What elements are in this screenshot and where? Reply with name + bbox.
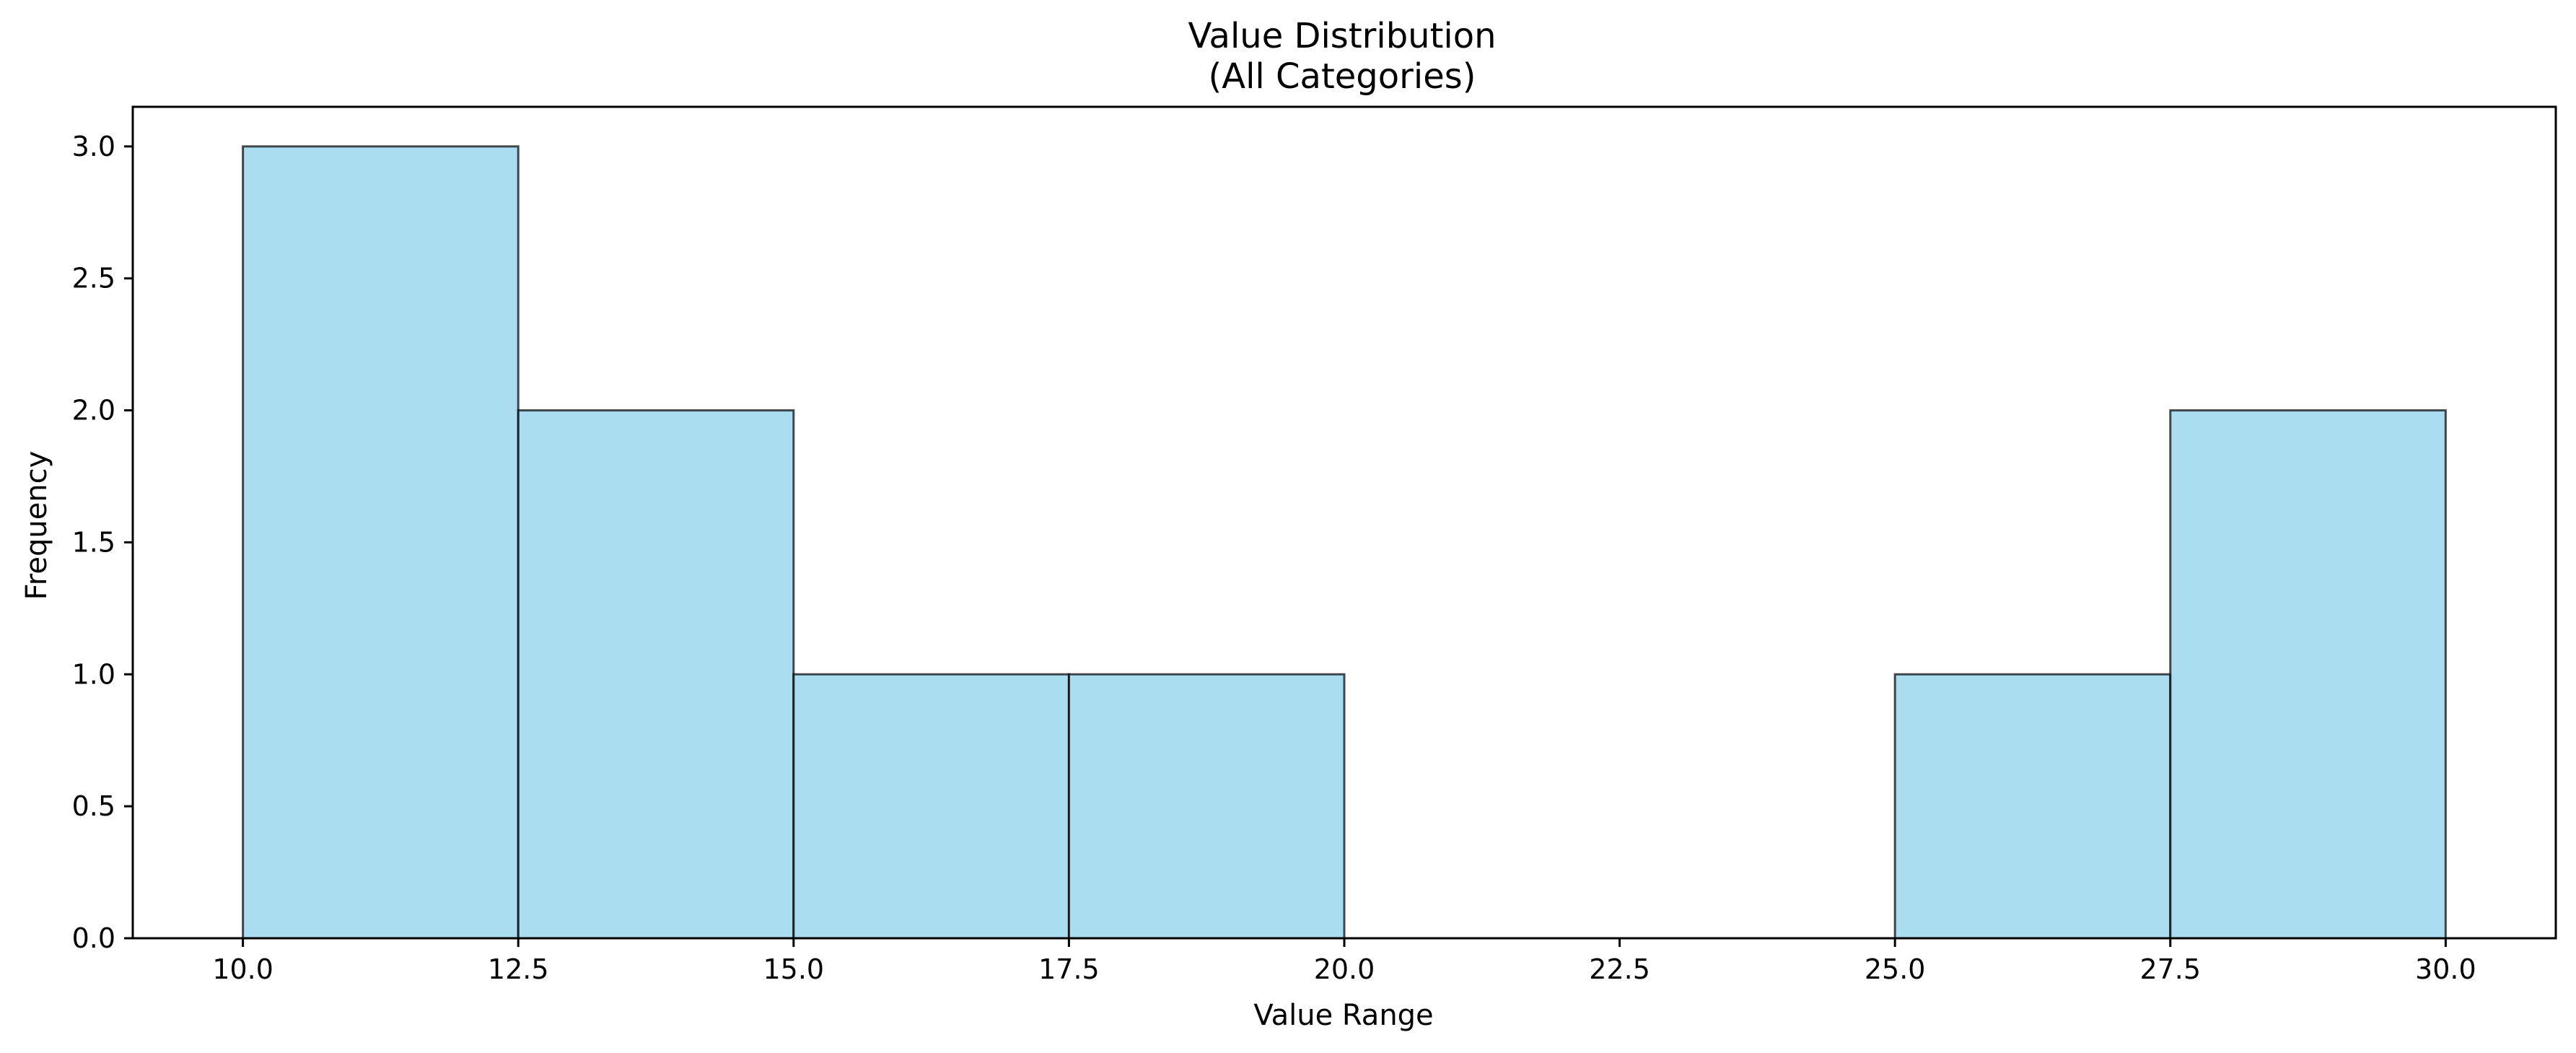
bars-layer <box>242 145 2447 940</box>
y-tick-label-2: 1.0 <box>72 658 115 690</box>
plot-frame <box>131 105 2557 940</box>
histogram-bar-7 <box>2169 409 2447 940</box>
y-axis-label: Frequency <box>20 451 53 600</box>
x-tick-label-6: 25.0 <box>1865 953 1926 985</box>
histogram-bar-3 <box>1067 673 1346 940</box>
histogram-bar-1 <box>517 409 795 940</box>
x-tick-label-8: 30.0 <box>2415 953 2476 985</box>
histogram-bar-6 <box>1893 673 2172 940</box>
x-tick-label-3: 17.5 <box>1038 953 1100 985</box>
x-tick-label-0: 10.0 <box>212 953 273 985</box>
histogram-bar-0 <box>242 145 520 940</box>
x-axis-ticks: 10.0 12.5 15.0 17.5 20.0 22.5 25.0 27.5 30.0 <box>212 938 2476 985</box>
chart-subtitle: (All Categories) <box>1209 56 1476 97</box>
y-tick-label-6: 3.0 <box>72 131 115 162</box>
x-tick-label-2: 15.0 <box>763 953 825 985</box>
y-tick-label-4: 2.0 <box>72 395 115 427</box>
x-tick-label-1: 12.5 <box>488 953 549 985</box>
y-axis-ticks: 0.0 0.5 1.0 1.5 2.0 2.5 3.0 <box>72 131 133 954</box>
x-tick-label-5: 22.5 <box>1589 953 1650 985</box>
y-tick-label-5: 2.5 <box>72 263 115 294</box>
histogram-bar-2 <box>792 673 1070 940</box>
y-tick-label-1: 0.5 <box>72 790 115 822</box>
x-axis-label: Value Range <box>1253 999 1433 1032</box>
x-tick-label-7: 27.5 <box>2139 953 2201 985</box>
chart-title: Value Distribution <box>1188 16 1496 56</box>
y-tick-label-3: 1.5 <box>72 526 115 558</box>
x-tick-label-4: 20.0 <box>1314 953 1375 985</box>
y-tick-label-0: 0.0 <box>72 922 115 954</box>
